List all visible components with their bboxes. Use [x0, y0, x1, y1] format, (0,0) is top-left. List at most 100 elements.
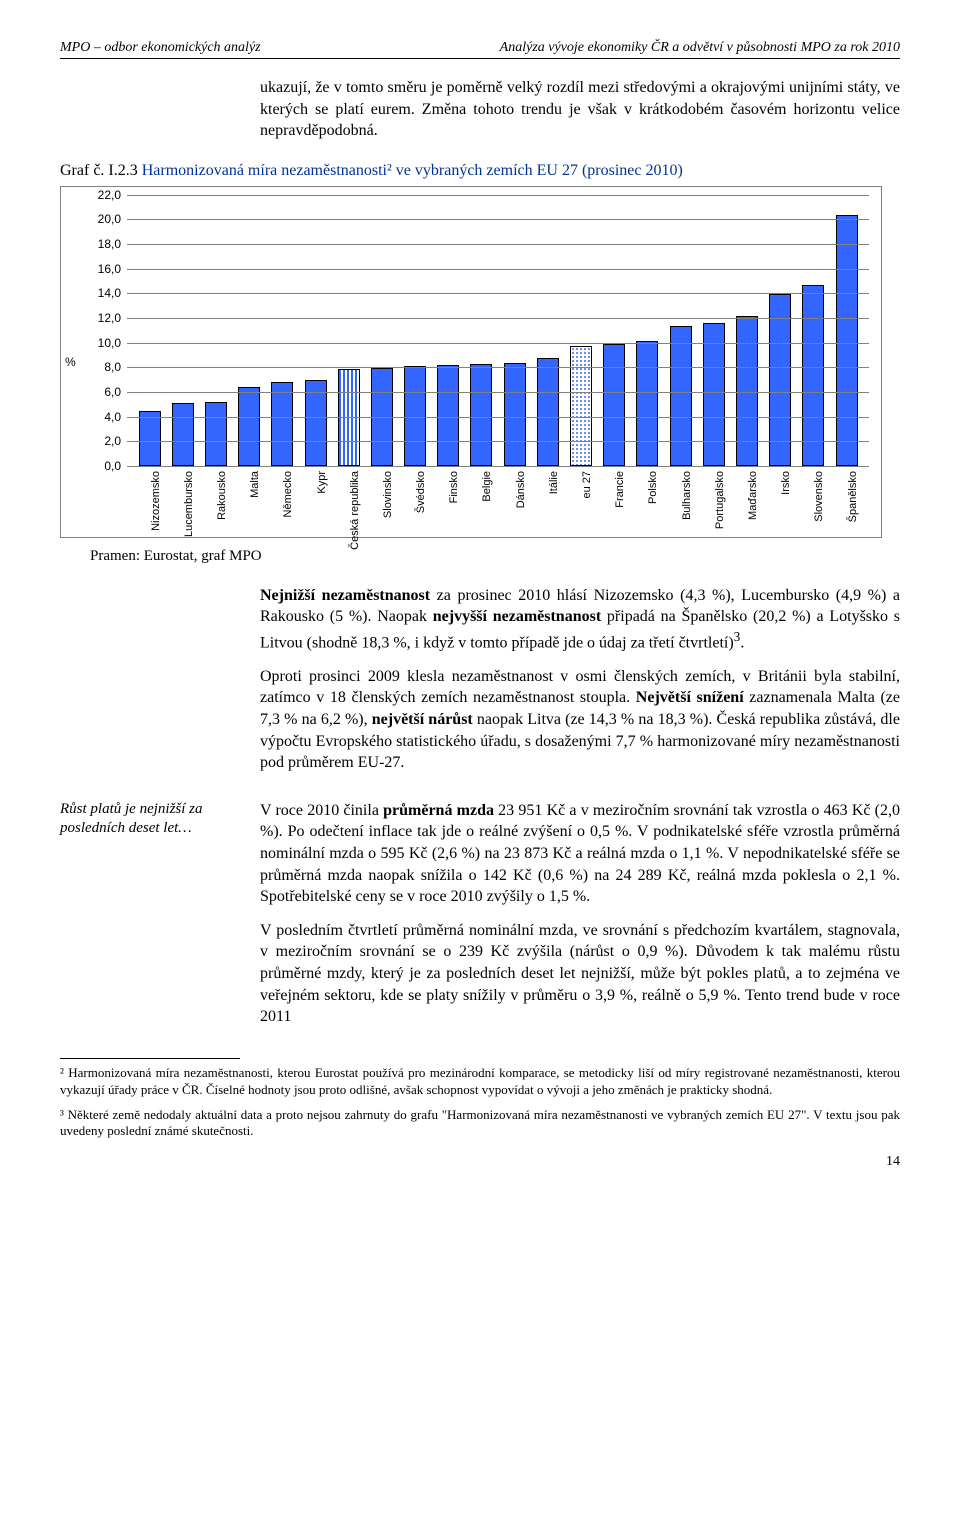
- x-label-slot: Maďarsko: [730, 467, 763, 537]
- bar-slot: [432, 195, 465, 466]
- bar-slot: [133, 195, 166, 466]
- x-label: Německo: [282, 471, 294, 517]
- x-label-slot: Lucembursko: [166, 467, 199, 537]
- y-tick-label: 0,0: [104, 459, 127, 473]
- y-tick-label: 10,0: [98, 336, 127, 350]
- x-label: Česká republika: [349, 471, 361, 550]
- bar-slot: [199, 195, 232, 466]
- x-label-slot: Irsko: [764, 467, 797, 537]
- bar-slot: [664, 195, 697, 466]
- x-label-slot: Česká republika: [332, 467, 365, 537]
- x-label: Itálie: [548, 471, 560, 494]
- x-label: Slovinsko: [382, 471, 394, 518]
- x-label-slot: Dánsko: [498, 467, 531, 537]
- bar: [703, 323, 725, 465]
- x-label-slot: Bulharsko: [664, 467, 697, 537]
- bar-slot: [465, 195, 498, 466]
- y-tick-label: 18,0: [98, 237, 127, 251]
- y-tick-label: 14,0: [98, 286, 127, 300]
- bar-slot: [399, 195, 432, 466]
- bar-slot: [598, 195, 631, 466]
- footnote-2: ² Harmonizovaná míra nezaměstnanosti, kt…: [60, 1065, 900, 1099]
- paragraph-2: Oproti prosinci 2009 klesla nezaměstnano…: [260, 666, 900, 774]
- bar: [271, 382, 293, 465]
- y-tick-label: 20,0: [98, 212, 127, 226]
- chart-source: Pramen: Eurostat, graf MPO: [90, 548, 900, 565]
- header-rule: [60, 58, 900, 59]
- page: MPO – odbor ekonomických analýz Analýza …: [0, 0, 960, 1200]
- bar: [172, 403, 194, 465]
- x-label: Portugalsko: [714, 471, 726, 529]
- x-label: Slovensko: [813, 471, 825, 522]
- bar-slot: [233, 195, 266, 466]
- y-tick-label: 12,0: [98, 311, 127, 325]
- bar: [802, 285, 824, 466]
- grid-line: [127, 269, 869, 270]
- x-label-slot: Kypr: [299, 467, 332, 537]
- bar: [537, 358, 559, 466]
- x-label-slot: Německo: [266, 467, 299, 537]
- y-axis-label: %: [65, 355, 76, 369]
- x-label: Španělsko: [847, 471, 859, 522]
- bar: [670, 326, 692, 466]
- x-label: eu 27: [581, 471, 593, 499]
- plot-area: 0,02,04,06,08,010,012,014,016,018,020,02…: [127, 195, 869, 467]
- bar-slot: [697, 195, 730, 466]
- x-label-slot: Portugalsko: [697, 467, 730, 537]
- section-2: Růst platů je nejnižší za posledních des…: [60, 800, 900, 1040]
- section-1: Nejnižší nezaměstnanost za prosinec 2010…: [60, 585, 900, 786]
- bar: [603, 344, 625, 465]
- x-label: Švédsko: [415, 471, 427, 513]
- y-tick-label: 4,0: [104, 410, 127, 424]
- margin-note-wages: Růst platů je nejnižší za posledních des…: [60, 800, 240, 1040]
- chart-title: Graf č. I.2.3 Harmonizovaná míra nezaměs…: [60, 162, 900, 180]
- page-header: MPO – odbor ekonomických analýz Analýza …: [60, 40, 900, 56]
- bar-slot: [266, 195, 299, 466]
- bar-slot: [332, 195, 365, 466]
- footnote-3: ³ Některé země nedodaly aktuální data a …: [60, 1107, 900, 1141]
- footnote-rule: [60, 1058, 240, 1059]
- grid-line: [127, 219, 869, 220]
- x-label: Francie: [614, 471, 626, 508]
- x-label: Dánsko: [515, 471, 527, 508]
- x-label-slot: eu 27: [564, 467, 597, 537]
- bar-slot: [365, 195, 398, 466]
- x-label: Nizozemsko: [150, 471, 162, 531]
- bar: [305, 380, 327, 466]
- unemployment-bar-chart: % 0,02,04,06,08,010,012,014,016,018,020,…: [60, 186, 882, 538]
- x-labels-container: NizozemskoLucemburskoRakouskoMaltaNěmeck…: [127, 467, 869, 537]
- grid-line: [127, 367, 869, 368]
- bar: [205, 402, 227, 466]
- intro-paragraph: ukazují, že v tomto směru je poměrně vel…: [260, 77, 900, 142]
- bars-container: [127, 195, 869, 466]
- bar: [836, 215, 858, 466]
- header-left: MPO – odbor ekonomických analýz: [60, 40, 261, 56]
- bar-slot: [498, 195, 531, 466]
- paragraph-3: V roce 2010 činila průměrná mzda 23 951 …: [260, 800, 900, 908]
- y-tick-label: 2,0: [104, 434, 127, 448]
- x-label-slot: Belgie: [465, 467, 498, 537]
- bar: [470, 364, 492, 466]
- x-label-slot: Francie: [598, 467, 631, 537]
- bar-slot: [830, 195, 863, 466]
- x-label-slot: Itálie: [531, 467, 564, 537]
- bar: [238, 387, 260, 465]
- x-label-slot: Nizozemsko: [133, 467, 166, 537]
- x-label: Maďarsko: [747, 471, 759, 520]
- y-tick-label: 6,0: [104, 385, 127, 399]
- grid-line: [127, 417, 869, 418]
- x-label: Lucembursko: [183, 471, 195, 537]
- header-right: Analýza vývoje ekonomiky ČR a odvětví v …: [500, 40, 900, 56]
- grid-line: [127, 318, 869, 319]
- x-label: Bulharsko: [681, 471, 693, 520]
- y-tick-label: 16,0: [98, 262, 127, 276]
- body-text-1: Nejnižší nezaměstnanost za prosinec 2010…: [260, 585, 900, 786]
- bar-slot: [166, 195, 199, 466]
- x-label: Polsko: [647, 471, 659, 504]
- x-label-slot: Španělsko: [830, 467, 863, 537]
- bar: [570, 346, 592, 466]
- paragraph-4: V posledním čtvrtletí průměrná nominální…: [260, 920, 900, 1028]
- bar: [636, 341, 658, 466]
- x-label-slot: Malta: [233, 467, 266, 537]
- x-label: Malta: [249, 471, 261, 498]
